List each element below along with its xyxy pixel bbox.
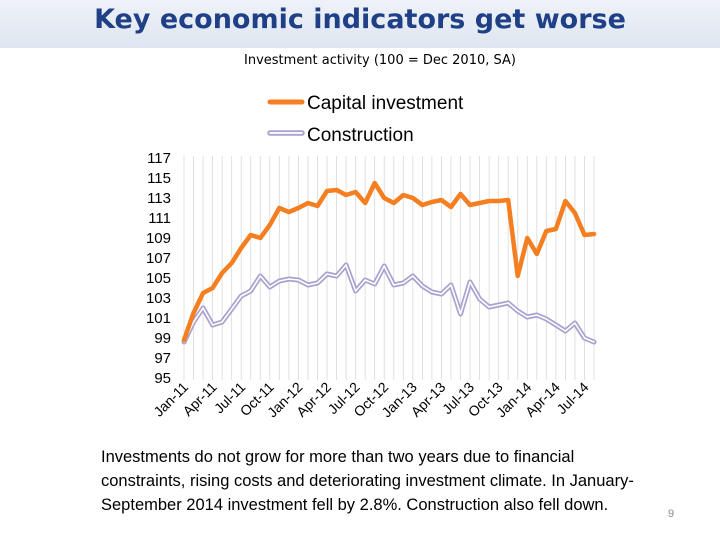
slide-title: Key economic indicators get worse	[94, 4, 626, 35]
y-tick-label: 101	[146, 310, 171, 327]
y-tick-label: 103	[146, 290, 171, 307]
y-tick-label: 99	[154, 330, 171, 347]
y-tick-label: 117	[147, 150, 171, 167]
slide-caption: Investments do not grow for more than tw…	[101, 448, 634, 514]
title-bar	[0, 0, 720, 48]
y-tick-label: 111	[148, 210, 171, 227]
page-number: 9	[668, 508, 675, 520]
y-tick-label: 95	[154, 370, 171, 387]
legend-label-construction: Construction	[307, 125, 414, 146]
y-tick-label: 97	[154, 350, 171, 367]
y-tick-label: 113	[147, 190, 171, 207]
series-line-construction-inner	[183, 264, 595, 343]
y-tick-label: 115	[147, 170, 171, 187]
x-tick-label: Jul-14	[553, 379, 591, 417]
y-tick-label: 107	[146, 250, 171, 267]
chart-title: Investment activity (100 = Dec 2010, SA)	[244, 53, 516, 68]
y-tick-label: 105	[146, 270, 171, 287]
legend-label-capital-investment: Capital investment	[307, 93, 464, 114]
series-line-capital-investment	[181, 180, 597, 343]
y-tick-label: 109	[146, 230, 171, 247]
